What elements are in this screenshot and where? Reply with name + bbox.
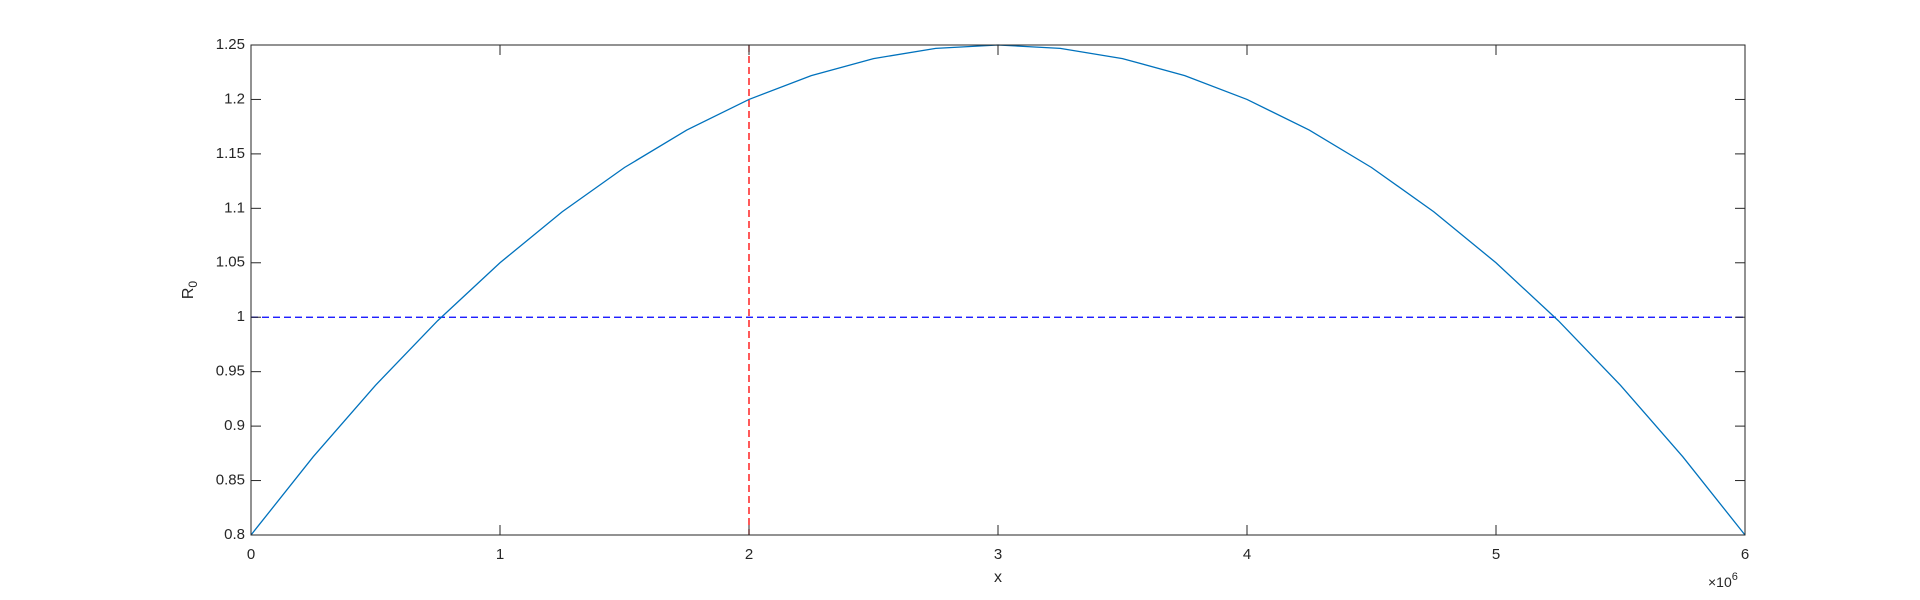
x-tick-label: 3 [994, 546, 1002, 563]
y-axis-label: R0 [180, 281, 200, 300]
y-tick-label: 1.1 [224, 199, 245, 216]
y-axis-label-subscript: 0 [186, 281, 200, 288]
y-tick-label: 0.9 [224, 417, 245, 434]
y-tick-label: 1.05 [216, 254, 245, 271]
x-tick-label: 0 [247, 546, 255, 563]
y-tick-label: 0.95 [216, 363, 245, 380]
y-tick-label: 1 [237, 308, 245, 325]
x-tick-label: 4 [1243, 546, 1251, 563]
y-tick-label: 1.25 [216, 36, 245, 53]
y-axis-label-main: R [180, 288, 197, 300]
y-tick-label: 0.8 [224, 526, 245, 543]
y-tick-label: 0.85 [216, 472, 245, 489]
plot-area [251, 45, 1745, 535]
x-tick-label: 6 [1741, 546, 1749, 563]
x-tick-label: 5 [1492, 546, 1500, 563]
x-multiplier-exponent: 6 [1732, 571, 1738, 583]
x-axis-label: x [994, 569, 1002, 586]
x-tick-label: 1 [496, 546, 504, 563]
x-tick-label: 2 [745, 546, 753, 563]
x-multiplier-base: ×10 [1708, 574, 1732, 590]
y-tick-label: 1.15 [216, 145, 245, 162]
x-multiplier: ×106 [1708, 571, 1738, 590]
y-tick-label: 1.2 [224, 90, 245, 107]
